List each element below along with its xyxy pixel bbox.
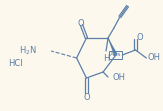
- Text: OH: OH: [113, 72, 126, 81]
- Text: OH: OH: [147, 54, 160, 62]
- FancyBboxPatch shape: [110, 51, 122, 59]
- Text: H: H: [103, 54, 109, 63]
- Text: HCl: HCl: [8, 58, 22, 67]
- Polygon shape: [108, 38, 118, 56]
- Text: Abs: Abs: [110, 53, 122, 57]
- Text: O: O: [83, 92, 90, 101]
- Text: H$_2$N: H$_2$N: [19, 45, 37, 57]
- Text: O: O: [77, 20, 84, 29]
- Text: O: O: [136, 34, 143, 43]
